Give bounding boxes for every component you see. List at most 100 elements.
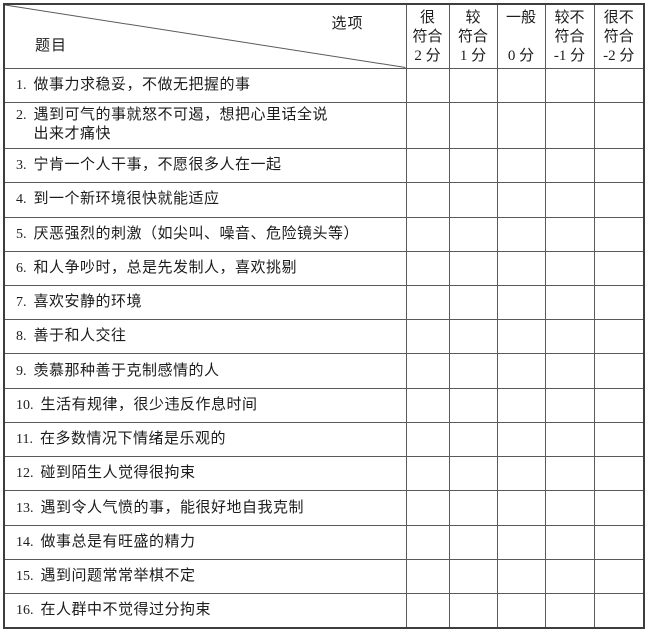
answer-cell (593, 490, 645, 526)
answer-cell (496, 101, 546, 150)
question-text: 宁肯一个人干事，不愿很多人在一起 (33, 157, 282, 174)
question-row-11: 11. 在多数情况下情绪是乐观的 (3, 421, 645, 458)
answer-cell (496, 182, 546, 218)
question-row-13: 13. 遇到令人气愤的事，能很好地自我克制 (3, 490, 645, 526)
answer-cell (496, 284, 546, 321)
question-row-6: 6. 和人争吵时，总是先发制人，喜欢挑剔 (3, 250, 645, 287)
answer-cell (544, 387, 595, 423)
answer-cell (448, 250, 498, 287)
answer-cell (593, 558, 645, 595)
answer-cell (405, 284, 450, 321)
question-text: 和人争吵时，总是先发制人，喜欢挑剔 (33, 259, 298, 276)
answer-cell (544, 456, 595, 492)
question-number: 7. (16, 295, 27, 311)
answer-cell (593, 101, 645, 150)
answer-cell (405, 250, 450, 287)
question-cell: 8. 善于和人交往 (3, 319, 407, 355)
answer-cell (544, 490, 595, 526)
answer-cell (544, 101, 595, 150)
answer-cell (544, 67, 595, 103)
question-text: 做事总是有旺盛的精力 (40, 533, 196, 550)
answer-cell (448, 216, 498, 252)
question-number: 1. (16, 77, 27, 93)
question-text: 厌恶强烈的刺激（如尖叫、噪音、危险镜头等） (33, 225, 360, 242)
answer-cell (448, 182, 498, 218)
diagonal-divider (5, 5, 406, 68)
question-row-16: 16. 在人群中不觉得过分拘束 (3, 593, 645, 629)
answer-cell (544, 421, 595, 458)
answer-cell (448, 148, 498, 184)
answer-cell (448, 284, 498, 321)
answer-cell (405, 593, 450, 629)
question-cell: 2. 遇到可气的事就怒不可遏，想把心里话全说 出来才痛快 (3, 101, 407, 150)
question-number: 13. (16, 500, 34, 516)
corner-header-cell: 选项 题目 (3, 3, 407, 69)
answer-cell (405, 216, 450, 252)
answer-cell (544, 524, 595, 560)
answer-cell (496, 250, 546, 287)
answer-cell (593, 353, 645, 389)
corner-label-questions: 题目 (35, 37, 68, 54)
question-row-10: 10. 生活有规律，很少违反作息时间 (3, 387, 645, 423)
answer-cell (448, 319, 498, 355)
question-row-8: 8. 善于和人交往 (3, 319, 645, 355)
answer-cell (496, 148, 546, 184)
question-cell: 7. 喜欢安静的环境 (3, 284, 407, 321)
answer-cell (593, 182, 645, 218)
answer-cell (593, 456, 645, 492)
answer-cell (448, 353, 498, 389)
question-cell: 16. 在人群中不觉得过分拘束 (3, 593, 407, 629)
answer-cell (496, 421, 546, 458)
answer-cell (544, 558, 595, 595)
answer-cell (448, 558, 498, 595)
answer-cell (405, 456, 450, 492)
question-cell: 3. 宁肯一个人干事，不愿很多人在一起 (3, 148, 407, 184)
answer-cell (544, 319, 595, 355)
column-header-disagree: 较不 符合 -1 分 (544, 3, 595, 69)
answer-cell (544, 148, 595, 184)
question-row-3: 3. 宁肯一个人干事，不愿很多人在一起 (3, 148, 645, 184)
answer-cell (496, 558, 546, 595)
question-number: 2. (16, 108, 27, 124)
answer-cell (593, 216, 645, 252)
answer-cell (544, 353, 595, 389)
header-row: 选项 题目 很 符合 2 分 较 符合 1 分 一般 0 分 较不 符合 -1 (3, 3, 645, 69)
answer-cell (496, 353, 546, 389)
answer-cell (405, 558, 450, 595)
answer-cell (448, 67, 498, 103)
answer-cell (405, 148, 450, 184)
question-text: 碰到陌生人觉得很拘束 (40, 465, 196, 482)
question-text: 做事力求稳妥，不做无把握的事 (33, 76, 251, 93)
column-header-agree: 较 符合 1 分 (448, 3, 498, 69)
answer-cell (405, 319, 450, 355)
answer-cell (448, 593, 498, 629)
answer-cell (405, 490, 450, 526)
answer-cell (496, 524, 546, 560)
question-row-2: 2. 遇到可气的事就怒不可遏，想把心里话全说 出来才痛快 (3, 101, 645, 150)
question-cell: 1. 做事力求稳妥，不做无把握的事 (3, 67, 407, 103)
answer-cell (405, 67, 450, 103)
answer-cell (405, 101, 450, 150)
answer-cell (448, 524, 498, 560)
answer-cell (544, 182, 595, 218)
question-text: 喜欢安静的环境 (33, 294, 143, 311)
question-row-5: 5. 厌恶强烈的刺激（如尖叫、噪音、危险镜头等） (3, 216, 645, 252)
question-row-15: 15. 遇到问题常常举棋不定 (3, 558, 645, 595)
question-row-1: 1. 做事力求稳妥，不做无把握的事 (3, 67, 645, 103)
question-number: 15. (16, 568, 34, 584)
question-number: 5. (16, 226, 27, 242)
questionnaire-table: 选项 题目 很 符合 2 分 较 符合 1 分 一般 0 分 较不 符合 -1 (3, 3, 645, 629)
answer-cell (405, 421, 450, 458)
question-cell: 12. 碰到陌生人觉得很拘束 (3, 456, 407, 492)
answer-cell (496, 593, 546, 629)
answer-cell (405, 387, 450, 423)
question-row-7: 7. 喜欢安静的环境 (3, 284, 645, 321)
answer-cell (496, 490, 546, 526)
question-cell: 5. 厌恶强烈的刺激（如尖叫、噪音、危险镜头等） (3, 216, 407, 252)
answer-cell (593, 319, 645, 355)
question-number: 3. (16, 158, 27, 174)
answer-cell (448, 421, 498, 458)
column-header-very-disagree: 很不 符合 -2 分 (593, 3, 645, 69)
question-number: 9. (16, 363, 27, 379)
answer-cell (593, 387, 645, 423)
